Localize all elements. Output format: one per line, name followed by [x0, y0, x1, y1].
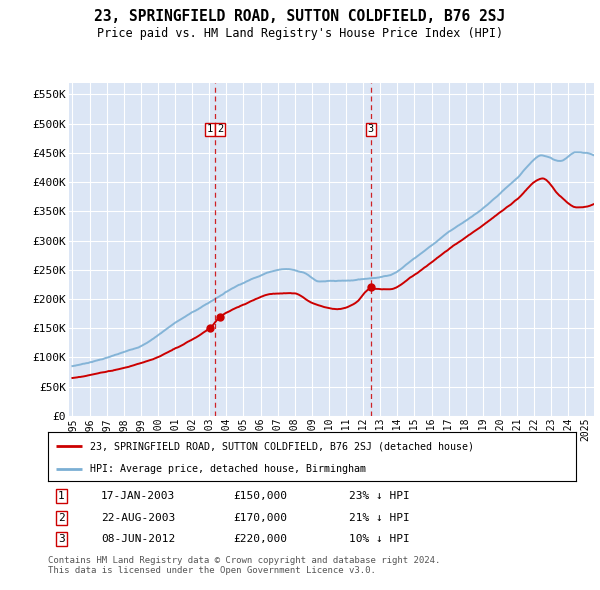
Text: 1: 1	[207, 124, 213, 135]
Text: £170,000: £170,000	[233, 513, 287, 523]
Text: 23% ↓ HPI: 23% ↓ HPI	[349, 491, 410, 501]
Text: Price paid vs. HM Land Registry's House Price Index (HPI): Price paid vs. HM Land Registry's House …	[97, 27, 503, 40]
Text: 21% ↓ HPI: 21% ↓ HPI	[349, 513, 410, 523]
Text: £150,000: £150,000	[233, 491, 287, 501]
Text: 3: 3	[58, 535, 65, 545]
Text: Contains HM Land Registry data © Crown copyright and database right 2024.
This d: Contains HM Land Registry data © Crown c…	[48, 556, 440, 575]
Text: 23, SPRINGFIELD ROAD, SUTTON COLDFIELD, B76 2SJ (detached house): 23, SPRINGFIELD ROAD, SUTTON COLDFIELD, …	[90, 441, 474, 451]
Text: 08-JUN-2012: 08-JUN-2012	[101, 535, 175, 545]
Text: 2: 2	[217, 124, 223, 135]
Text: 10% ↓ HPI: 10% ↓ HPI	[349, 535, 410, 545]
Text: HPI: Average price, detached house, Birmingham: HPI: Average price, detached house, Birm…	[90, 464, 366, 474]
Text: £220,000: £220,000	[233, 535, 287, 545]
Text: 1: 1	[58, 491, 65, 501]
Text: 17-JAN-2003: 17-JAN-2003	[101, 491, 175, 501]
Text: 2: 2	[58, 513, 65, 523]
Text: 23, SPRINGFIELD ROAD, SUTTON COLDFIELD, B76 2SJ: 23, SPRINGFIELD ROAD, SUTTON COLDFIELD, …	[94, 9, 506, 24]
Text: 22-AUG-2003: 22-AUG-2003	[101, 513, 175, 523]
Text: 3: 3	[368, 124, 374, 135]
